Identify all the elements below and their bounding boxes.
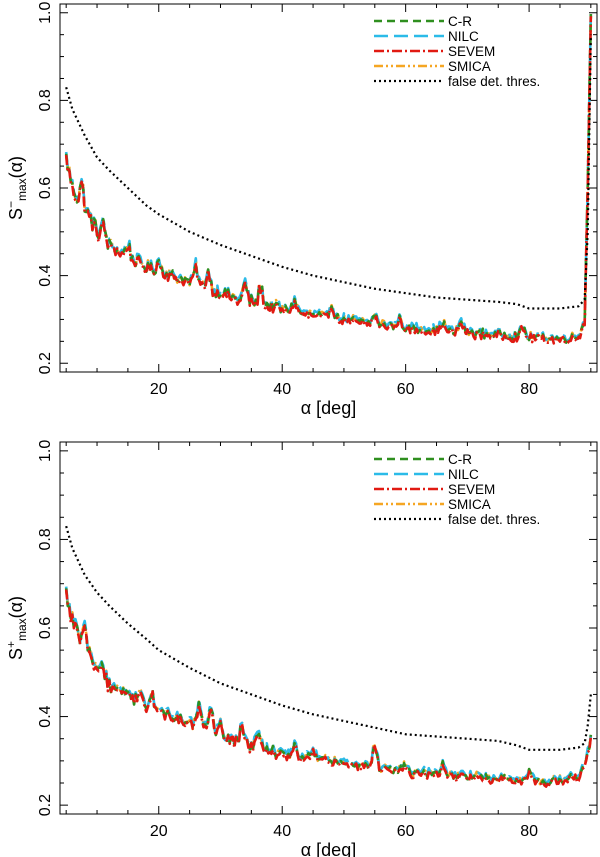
legend-label: SEVEM <box>448 482 495 497</box>
series-line-cr <box>64 588 593 786</box>
plot-area <box>64 525 593 788</box>
x-tick-label: 80 <box>520 823 538 840</box>
y-tick-label: 0.2 <box>37 352 54 374</box>
legend-label: false det. thres. <box>448 512 540 527</box>
y-tick-label: 0.8 <box>37 528 54 550</box>
legend-label: C-R <box>448 452 472 467</box>
legend-label: false det. thres. <box>448 74 540 89</box>
y-tick-label: 0.6 <box>37 177 54 199</box>
y-tick-label: 0.2 <box>37 794 54 816</box>
series-line-sevem <box>64 16 593 345</box>
y-tick-label: 0.4 <box>37 705 54 727</box>
legend-label: SEVEM <box>448 44 495 59</box>
series-line-sevem <box>64 589 593 788</box>
x-tick-label: 40 <box>273 381 291 398</box>
panel-top-s-minus: 20 40 60 80 0.2 0.4 0.6 0.8 1.0 α [deg] S−max(α) C-… <box>4 2 598 418</box>
y-tick-label: 0.6 <box>37 617 54 639</box>
legend-label: NILC <box>448 467 479 482</box>
legend-label: SMICA <box>448 59 491 74</box>
legend-label: C-R <box>448 14 472 29</box>
x-tick-label: 40 <box>273 823 291 840</box>
x-axis-label: α [deg] <box>301 840 356 857</box>
x-tick-label: 20 <box>150 823 168 840</box>
y-axis-label: S−max(α) <box>4 156 29 220</box>
panel-bottom-s-plus: 20 40 60 80 0.2 0.4 0.6 0.8 1.0 α [deg] S+max(α) C-… <box>4 440 598 857</box>
y-tick-label: 1.0 <box>37 2 54 24</box>
y-tick-label: 0.4 <box>37 264 54 286</box>
series-line-smica <box>64 14 593 344</box>
series-line-nilc <box>64 586 593 785</box>
x-tick-label: 60 <box>397 823 415 840</box>
y-tick-label: 1.0 <box>37 440 54 462</box>
x-tick-label: 20 <box>150 381 168 398</box>
x-axis-label: α [deg] <box>301 398 356 418</box>
series-line-nilc <box>64 11 593 343</box>
threshold-line <box>65 34 592 310</box>
plot-area <box>64 11 593 345</box>
legend-label: NILC <box>448 29 479 44</box>
series-line-smica <box>64 587 593 786</box>
y-axis-label: S+max(α) <box>4 596 29 660</box>
legend-label: SMICA <box>448 497 491 512</box>
x-tick-label: 80 <box>520 381 538 398</box>
x-tick-label: 60 <box>397 381 415 398</box>
series-line-cr <box>64 13 593 344</box>
y-tick-label: 0.8 <box>37 89 54 111</box>
threshold-line <box>65 525 592 751</box>
